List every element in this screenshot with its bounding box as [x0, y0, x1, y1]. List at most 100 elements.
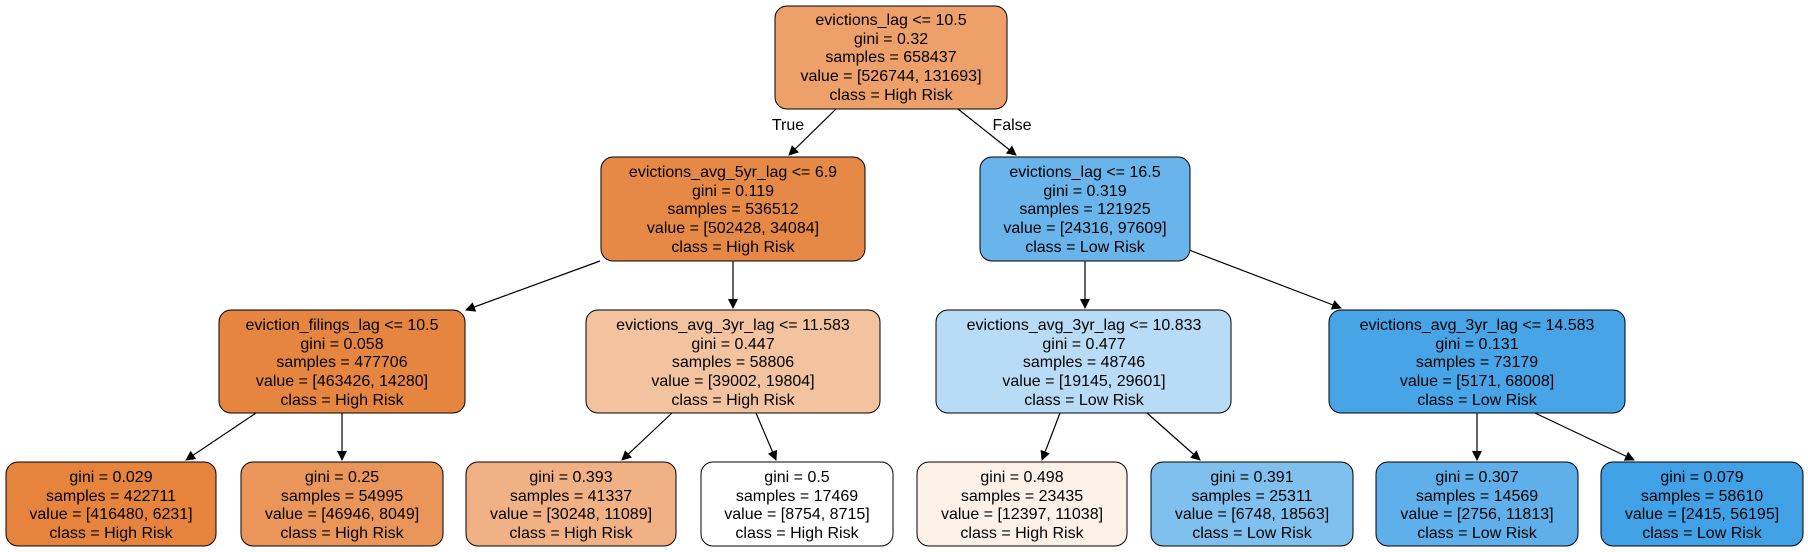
- node-gini: gini = 0.393: [529, 469, 612, 486]
- node-value: value = [463426, 14280]: [256, 373, 428, 390]
- node-samples: samples = 48746: [1023, 354, 1145, 371]
- node-gini: gini = 0.119: [692, 183, 774, 200]
- node-class: class = High Risk: [280, 525, 404, 542]
- node-class: class = High Risk: [671, 239, 795, 256]
- node-box: [1375, 461, 1579, 547]
- node-class: class = High Risk: [960, 525, 1084, 542]
- node-d2-2: evictions_avg_3yr_lag <= 11.583 gini = 0…: [585, 309, 881, 414]
- node-gini: gini = 0.391: [1210, 469, 1293, 486]
- node-value: value = [2415, 56195]: [1625, 506, 1779, 523]
- node-gini: gini = 0.25: [305, 469, 379, 486]
- node-box: [916, 461, 1128, 547]
- false-edge-label: False: [992, 117, 1031, 134]
- node-gini: gini = 0.32: [854, 31, 928, 48]
- node-value: value = [5171, 68008]: [1400, 373, 1554, 390]
- node-samples: samples = 536512: [667, 201, 798, 218]
- node-value: value = [46946, 8049]: [265, 506, 419, 523]
- true-edge-label: True: [772, 117, 804, 134]
- node-value: value = [39002, 19804]: [651, 373, 814, 390]
- leaf-node-5: gini = 0.498 samples = 23435 value = [12…: [916, 461, 1128, 547]
- edge-n4-n10: [755, 412, 778, 461]
- node-d2-4: evictions_avg_3yr_lag <= 14.583 gini = 0…: [1328, 309, 1626, 414]
- node-d2-3: evictions_avg_3yr_lag <= 10.833 gini = 0…: [935, 309, 1232, 414]
- tree-edges: [185, 108, 1635, 461]
- node-split-condition: evictions_avg_3yr_lag <= 10.833: [967, 317, 1202, 334]
- edge-n5-n11: [1040, 412, 1061, 461]
- node-box: [1150, 461, 1354, 547]
- node-samples: samples = 17469: [736, 488, 858, 505]
- node-value: value = [8754, 8715]: [724, 506, 869, 523]
- node-gini: gini = 0.079: [1660, 469, 1743, 486]
- node-box: [218, 309, 466, 414]
- node-class: class = Low Risk: [1192, 525, 1313, 542]
- node-samples: samples = 73179: [1416, 354, 1538, 371]
- node-box: [5, 461, 217, 547]
- leaf-node-1: gini = 0.029 samples = 422711 value = [4…: [5, 461, 217, 547]
- node-value: value = [19145, 29601]: [1002, 373, 1165, 390]
- node-samples: samples = 41337: [510, 488, 632, 505]
- node-samples: samples = 121925: [1019, 201, 1150, 218]
- node-gini: gini = 0.058: [300, 336, 383, 353]
- node-samples: samples = 14569: [1416, 488, 1538, 505]
- edge-n0-n1: [788, 108, 837, 156]
- node-value: value = [6748, 18563]: [1175, 506, 1329, 523]
- leaf-node-2: gini = 0.25 samples = 54995 value = [469…: [240, 461, 444, 547]
- node-class: class = High Risk: [49, 525, 173, 542]
- node-gini: gini = 0.477: [1042, 336, 1125, 353]
- leaf-node-3: gini = 0.393 samples = 41337 value = [30…: [465, 461, 677, 547]
- edge-n2-n6: [1188, 249, 1342, 310]
- edge-n4-n9: [621, 412, 673, 461]
- edge-n3-n7: [185, 412, 257, 461]
- node-samples: samples = 658437: [825, 49, 956, 66]
- leaf-node-8: gini = 0.079 samples = 58610 value = [24…: [1600, 461, 1804, 547]
- node-left-d1: evictions_avg_5yr_lag <= 6.9 gini = 0.11…: [600, 156, 866, 262]
- node-class: class = High Risk: [829, 87, 953, 104]
- node-class: class = High Risk: [509, 525, 633, 542]
- node-gini: gini = 0.029: [69, 469, 152, 486]
- node-split-condition: evictions_avg_3yr_lag <= 14.583: [1360, 317, 1595, 334]
- edge-n1-n3: [465, 260, 601, 312]
- node-value: value = [502428, 34084]: [647, 220, 819, 237]
- node-split-condition: eviction_filings_lag <= 10.5: [245, 317, 438, 334]
- node-split-condition: evictions_lag <= 16.5: [1009, 164, 1160, 181]
- node-box: [935, 309, 1232, 414]
- node-split-condition: evictions_avg_5yr_lag <= 6.9: [629, 164, 837, 181]
- leaf-node-7: gini = 0.307 samples = 14569 value = [27…: [1375, 461, 1579, 547]
- node-box: [465, 461, 677, 547]
- node-samples: samples = 25311: [1191, 488, 1312, 505]
- node-split-condition: evictions_lag <= 10.5: [815, 12, 966, 29]
- node-right-d1: evictions_lag <= 16.5 gini = 0.319 sampl…: [979, 156, 1191, 262]
- node-value: value = [30248, 11089]: [490, 506, 652, 523]
- node-value: value = [2756, 11813]: [1400, 506, 1553, 523]
- node-class: class = Low Risk: [1642, 525, 1763, 542]
- node-gini: gini = 0.307: [1435, 469, 1518, 486]
- node-class: class = Low Risk: [1025, 239, 1146, 256]
- node-box: [1328, 309, 1626, 414]
- node-samples: samples = 54995: [281, 488, 403, 505]
- node-d2-1: eviction_filings_lag <= 10.5 gini = 0.05…: [218, 309, 466, 414]
- root-node: evictions_lag <= 10.5 gini = 0.32 sample…: [774, 5, 1008, 110]
- node-class: class = Low Risk: [1024, 392, 1145, 409]
- node-value: value = [24316, 97609]: [1003, 220, 1166, 237]
- node-samples: samples = 477706: [276, 354, 407, 371]
- edge-n6-n14: [1534, 412, 1635, 461]
- node-samples: samples = 58806: [672, 354, 794, 371]
- node-box: [600, 156, 866, 262]
- node-gini: gini = 0.319: [1043, 183, 1126, 200]
- node-box: [774, 5, 1008, 110]
- tree-nodes: evictions_lag <= 10.5 gini = 0.32 sample…: [5, 5, 1804, 547]
- node-class: class = High Risk: [671, 392, 795, 409]
- node-box: [979, 156, 1191, 262]
- leaf-node-6: gini = 0.391 samples = 25311 value = [67…: [1150, 461, 1354, 547]
- node-box: [240, 461, 444, 547]
- node-gini: gini = 0.498: [980, 469, 1063, 486]
- edge-n0-n2: [957, 108, 1017, 156]
- node-samples: samples = 422711: [46, 488, 176, 505]
- node-box: [1600, 461, 1804, 547]
- node-value: value = [416480, 6231]: [29, 506, 192, 523]
- node-samples: samples = 58610: [1641, 488, 1763, 505]
- node-value: value = [12397, 11038]: [941, 506, 1103, 523]
- node-class: class = Low Risk: [1417, 392, 1538, 409]
- node-samples: samples = 23435: [961, 488, 1083, 505]
